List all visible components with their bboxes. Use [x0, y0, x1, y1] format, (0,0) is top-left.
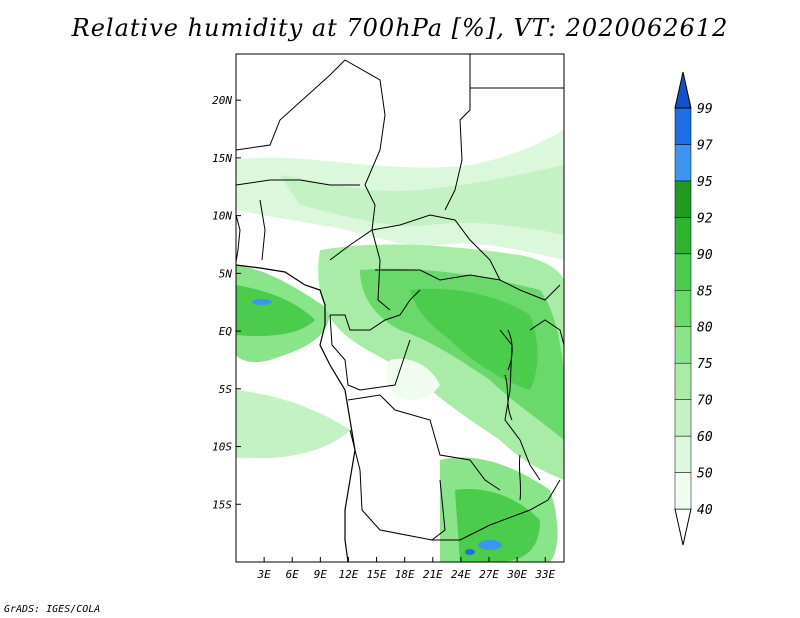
lon-tick-label: 15E: [367, 568, 387, 581]
country-borders: [236, 54, 564, 541]
lon-tick-label: 12E: [339, 568, 359, 581]
colorbar-label: 97: [697, 138, 713, 153]
lat-tick-label: 15S: [212, 498, 232, 511]
lon-tick-label: 30E: [506, 568, 527, 581]
colorbar-label: 85: [697, 284, 713, 299]
lon-tick-label: 21E: [423, 568, 443, 581]
west-coastline: [236, 214, 241, 263]
lon-tick-label: 27E: [479, 568, 499, 581]
colorbar-label: 50: [697, 467, 713, 482]
colorbar-label: 70: [697, 394, 713, 409]
colorbar-label: 90: [697, 248, 713, 263]
map-axes: 3E 6E 9E 12E 15E 18E 21E 24E 27E 30E 33E 20N 15N 10N 5…: [212, 94, 555, 581]
colorbar-label: 95: [697, 175, 713, 190]
lat-tick-label: 10N: [212, 210, 232, 223]
colorbar-high-arrow: [674, 71, 692, 109]
colorbar-segment: [674, 217, 692, 255]
colorbar-segment: [674, 399, 692, 437]
colorbar-low-arrow: [674, 508, 692, 546]
coastline: [236, 264, 356, 562]
lat-tick-label: 20N: [212, 94, 232, 107]
lon-tick-label: 6E: [286, 568, 300, 581]
lat-tick-label: 5S: [219, 383, 233, 396]
lat-tick-label: 5N: [219, 267, 233, 280]
colorbar-segment: [674, 326, 692, 364]
colorbar-segment: [674, 107, 692, 145]
colorbar-segment: [674, 472, 692, 510]
lat-tick-label: EQ: [219, 325, 233, 338]
lon-tick-label: 24E: [451, 568, 471, 581]
colorbar-segment: [674, 362, 692, 400]
map-title: Relative humidity at 700hPa [%], VT: 202…: [71, 14, 729, 42]
humidity-field: [236, 130, 564, 562]
map-frame: [235, 53, 565, 563]
lon-tick-label: 9E: [314, 568, 328, 581]
lat-tick-label: 15N: [212, 152, 232, 165]
lon-tick-label: 33E: [534, 568, 555, 581]
colorbar-segment: [674, 435, 692, 473]
colorbar: 40 50 60 70 75 80 85 90 92 95 97 99: [674, 71, 713, 546]
lon-tick-label: 18E: [395, 568, 415, 581]
colorbar-segment: [674, 144, 692, 182]
colorbar-label: 60: [697, 430, 713, 445]
colorbar-label: 40: [697, 503, 713, 518]
colorbar-segment: [674, 253, 692, 291]
great-lakes: [504, 329, 522, 501]
colorbar-segment: [674, 180, 692, 218]
colorbar-label: 75: [697, 357, 713, 372]
colorbar-label: 99: [697, 102, 713, 117]
colorbar-label: 92: [697, 211, 713, 226]
colorbar-label: 80: [697, 321, 713, 336]
lon-tick-label: 3E: [256, 568, 271, 581]
credit-text: GrADS: IGES/COLA: [4, 604, 101, 615]
lat-tick-label: 10S: [212, 441, 232, 454]
colorbar-segment: [674, 290, 692, 327]
